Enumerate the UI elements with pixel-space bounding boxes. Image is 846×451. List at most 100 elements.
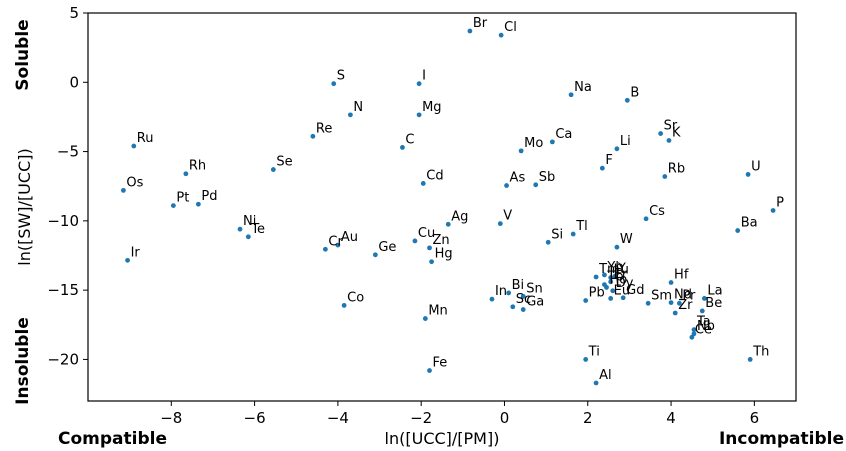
insoluble-annotation: Insoluble <box>13 317 33 405</box>
y-tick-label: −15 <box>47 281 79 299</box>
data-point-v <box>497 221 503 227</box>
point-label-hg: Hg <box>435 247 453 262</box>
data-point-ta <box>691 327 697 333</box>
x-tick-label: 6 <box>750 409 760 427</box>
data-point-ga <box>520 307 526 312</box>
data-point-hf <box>668 280 674 285</box>
data-point-cr <box>322 246 328 252</box>
point-label-mn: Mn <box>428 304 447 319</box>
data-point-ag <box>445 221 451 227</box>
point-label-pd: Pd <box>201 189 217 204</box>
point-label-au: Au <box>341 230 358 245</box>
data-point-i <box>416 81 422 87</box>
point-label-pb: Pb <box>589 286 605 301</box>
point-label-tb: Tb <box>606 270 623 285</box>
data-point-as <box>504 183 509 188</box>
data-point-b <box>624 97 630 103</box>
point-label-tm: Tm <box>598 262 620 277</box>
data-point-se <box>270 167 276 172</box>
point-label-ge: Ge <box>378 240 396 255</box>
data-point-zn <box>427 245 432 251</box>
data-point-pr <box>676 300 682 306</box>
point-label-dy: Dy <box>616 276 634 291</box>
data-point-la <box>701 296 707 301</box>
point-label-yb: Yb <box>606 260 623 275</box>
point-label-re: Re <box>316 121 332 136</box>
data-point-tl <box>570 231 576 237</box>
data-point-fe <box>427 368 432 373</box>
data-point-nd <box>668 300 674 306</box>
point-label-sb: Sb <box>539 170 556 185</box>
data-point-gd <box>620 295 626 301</box>
data-point-co <box>341 302 347 308</box>
point-label-tl: Tl <box>575 219 588 234</box>
data-point-sm <box>645 300 651 306</box>
x-tick-label: −2 <box>410 409 432 427</box>
data-point-tm <box>593 274 599 280</box>
x-tick-label: 4 <box>666 409 676 427</box>
point-label-ni: Ni <box>243 214 256 229</box>
data-point-hg <box>429 259 434 265</box>
data-point-ba <box>735 228 741 233</box>
data-point-re <box>310 133 316 139</box>
point-label-b: B <box>630 85 639 100</box>
data-point-mg <box>416 112 422 118</box>
data-point-u <box>745 172 751 177</box>
y-tick-label: 5 <box>69 4 79 22</box>
point-label-pt: Pt <box>176 191 189 206</box>
y-tick-label: −10 <box>47 212 79 230</box>
point-label-ho: Ho <box>610 272 628 287</box>
data-point-w <box>614 244 620 250</box>
data-point-mo <box>518 148 524 154</box>
data-point-pt <box>170 203 176 209</box>
data-point-mn <box>422 316 428 321</box>
x-tick-label: 2 <box>583 409 593 427</box>
data-point-sc <box>510 304 516 310</box>
point-label-br: Br <box>473 16 488 31</box>
point-label-f: F <box>605 153 612 168</box>
point-label-cs: Cs <box>649 204 665 219</box>
incompatible-annotation: Incompatible <box>719 429 844 449</box>
data-point-sn <box>520 293 526 299</box>
point-label-na: Na <box>574 80 592 95</box>
data-point-ho <box>604 284 609 290</box>
x-tick-label: −4 <box>327 409 349 427</box>
point-label-se: Se <box>276 155 292 170</box>
data-point-ca <box>549 139 555 145</box>
data-point-rb <box>662 174 668 179</box>
data-point-li <box>614 146 620 152</box>
compatible-annotation: Compatible <box>58 429 167 449</box>
data-point-ce <box>689 334 695 340</box>
point-label-li: Li <box>620 134 631 149</box>
point-label-rb: Rb <box>668 162 685 177</box>
point-label-ce: Ce <box>695 322 712 337</box>
data-point-au <box>335 242 341 248</box>
data-points <box>121 28 776 386</box>
point-label-lu: Lu <box>614 263 629 278</box>
data-point-p <box>770 208 776 213</box>
data-point-ni <box>237 226 243 232</box>
point-label-p: P <box>776 195 784 210</box>
point-label-u: U <box>751 159 761 174</box>
data-point-rh <box>183 171 189 177</box>
data-point-cl <box>498 32 504 38</box>
point-label-n: N <box>353 100 363 115</box>
data-point-eu <box>608 296 614 301</box>
y-axis-label: ln([SW]/[UCC]) <box>15 148 34 265</box>
y-tick-label: 0 <box>69 73 79 91</box>
soluble-annotation: Soluble <box>13 19 33 90</box>
point-label-ru: Ru <box>137 131 154 146</box>
point-label-fe: Fe <box>433 356 448 371</box>
data-point-sb <box>533 182 539 188</box>
data-point-c <box>400 145 405 150</box>
data-point-si <box>545 239 551 245</box>
x-axis-label: ln([UCC]/[PM]) <box>385 429 500 448</box>
point-label-mo: Mo <box>524 136 543 151</box>
point-label-eu: Eu <box>614 283 630 298</box>
point-label-ca: Ca <box>555 127 572 142</box>
data-point-nb <box>691 331 697 337</box>
point-label-ta: Ta <box>696 315 711 330</box>
data-point-er <box>608 279 614 285</box>
data-point-al <box>593 380 599 386</box>
data-point-na <box>568 92 574 98</box>
